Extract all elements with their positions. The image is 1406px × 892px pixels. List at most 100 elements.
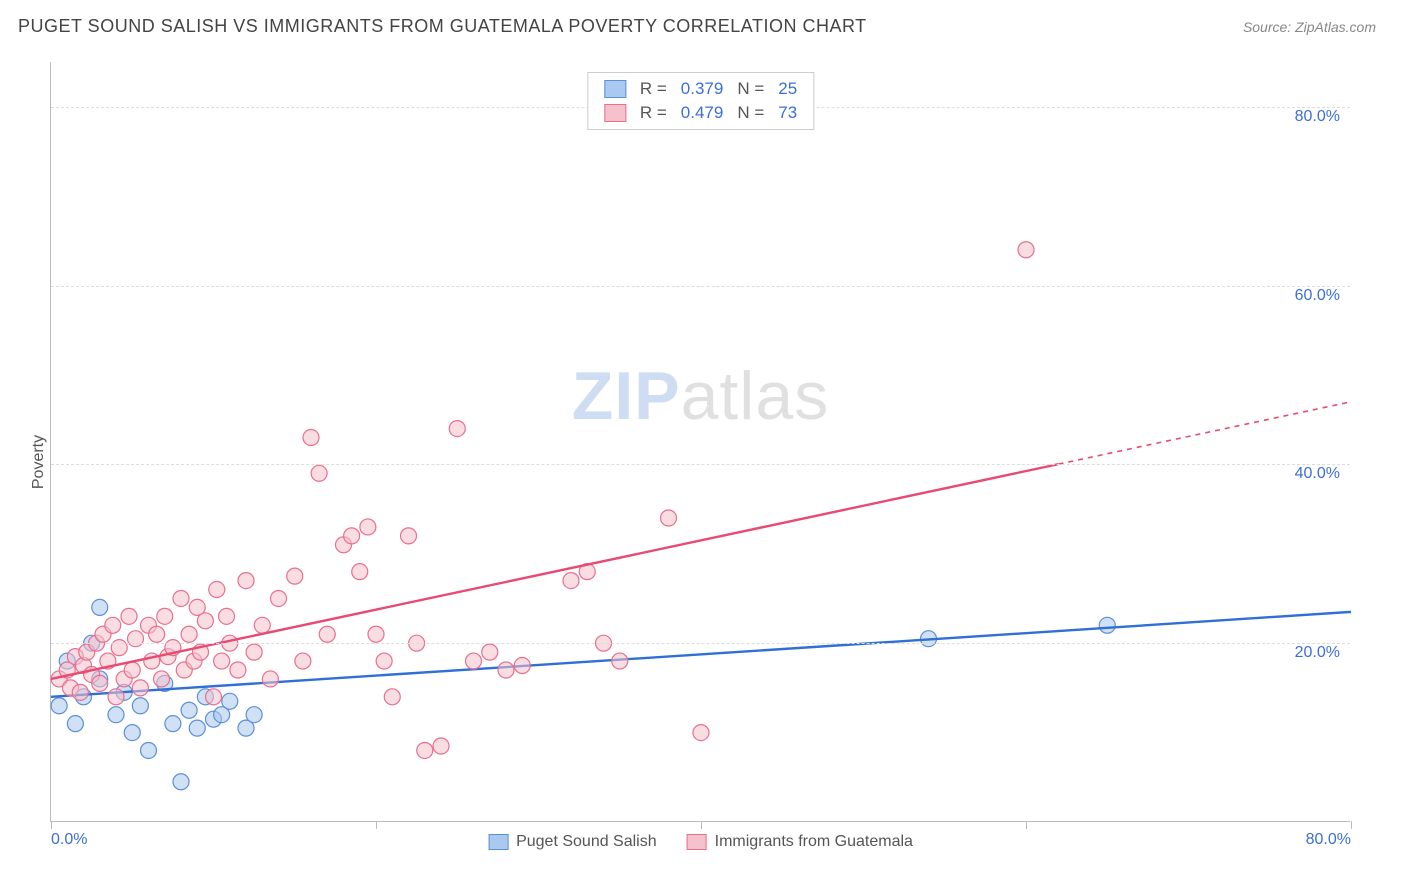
r-value: 0.479 [681, 103, 724, 123]
scatter-point [124, 662, 140, 678]
scatter-point [181, 702, 197, 718]
scatter-point [514, 658, 530, 674]
y-tick-label: 20.0% [1295, 644, 1340, 662]
legend-swatch [488, 834, 508, 850]
n-label: N = [737, 103, 764, 123]
r-label: R = [640, 79, 667, 99]
scatter-point [72, 684, 88, 700]
scatter-point [262, 671, 278, 687]
scatter-point [181, 626, 197, 642]
scatter-point [295, 653, 311, 669]
scatter-point [254, 617, 270, 633]
scatter-point [1099, 617, 1115, 633]
x-tick [51, 821, 52, 829]
scatter-point [219, 608, 235, 624]
scatter-point [105, 617, 121, 633]
chart-header: PUGET SOUND SALISH VS IMMIGRANTS FROM GU… [0, 0, 1406, 47]
scatter-point [92, 675, 108, 691]
scatter-point [92, 599, 108, 615]
n-value: 73 [778, 103, 797, 123]
gridline [51, 286, 1350, 287]
scatter-point [433, 738, 449, 754]
scatter-point [482, 644, 498, 660]
n-value: 25 [778, 79, 797, 99]
x-tick [376, 821, 377, 829]
scatter-point [128, 631, 144, 647]
legend-label: Puget Sound Salish [516, 833, 657, 851]
y-tick-label: 40.0% [1295, 465, 1340, 483]
scatter-point [1018, 242, 1034, 258]
chart-title: PUGET SOUND SALISH VS IMMIGRANTS FROM GU… [18, 16, 867, 37]
scatter-point [206, 689, 222, 705]
trend-line [51, 464, 1059, 679]
legend-swatch [604, 104, 626, 122]
r-label: R = [640, 103, 667, 123]
scatter-point [303, 430, 319, 446]
trend-line-dashed [1059, 402, 1352, 464]
legend-swatch [604, 80, 626, 98]
gridline [51, 464, 1350, 465]
scatter-point [238, 573, 254, 589]
n-label: N = [737, 79, 764, 99]
scatter-point [121, 608, 137, 624]
x-tick [701, 821, 702, 829]
legend-label: Immigrants from Guatemala [715, 833, 913, 851]
scatter-point [661, 510, 677, 526]
scatter-point [384, 689, 400, 705]
scatter-point [51, 698, 67, 714]
scatter-point [271, 590, 287, 606]
scatter-point [449, 421, 465, 437]
legend-stats-row: R = 0.379 N = 25 [588, 77, 813, 101]
scatter-point [344, 528, 360, 544]
scatter-point [498, 662, 514, 678]
x-tick-label: 80.0% [1306, 831, 1351, 849]
scatter-point [368, 626, 384, 642]
scatter-point [287, 568, 303, 584]
scatter-point [197, 613, 213, 629]
y-tick-label: 60.0% [1295, 287, 1340, 305]
legend-stats-row: R = 0.479 N = 73 [588, 101, 813, 125]
scatter-point [111, 640, 127, 656]
y-tick-label: 80.0% [1295, 108, 1340, 126]
x-tick [1351, 821, 1352, 829]
scatter-point [246, 707, 262, 723]
legend-item: Puget Sound Salish [488, 833, 657, 851]
scatter-point [173, 774, 189, 790]
scatter-point [165, 716, 181, 732]
scatter-point [189, 720, 205, 736]
scatter-point [417, 742, 433, 758]
x-tick [1026, 821, 1027, 829]
scatter-point [319, 626, 335, 642]
scatter-point [132, 680, 148, 696]
scatter-point [311, 465, 327, 481]
gridline [51, 643, 1350, 644]
scatter-point [693, 725, 709, 741]
scatter-point [214, 653, 230, 669]
r-value: 0.379 [681, 79, 724, 99]
y-axis-label: Poverty [30, 435, 48, 489]
scatter-point [246, 644, 262, 660]
scatter-point [230, 662, 246, 678]
legend-series: Puget Sound Salish Immigrants from Guatem… [488, 833, 913, 851]
scatter-point [209, 582, 225, 598]
plot-svg [51, 62, 1350, 821]
scatter-point [149, 626, 165, 642]
scatter-point [108, 707, 124, 723]
scatter-point [612, 653, 628, 669]
scatter-point [173, 590, 189, 606]
legend-stats: R = 0.379 N = 25 R = 0.479 N = 73 [587, 72, 814, 130]
scatter-point [376, 653, 392, 669]
scatter-point [222, 693, 238, 709]
scatter-point [360, 519, 376, 535]
plot-area: ZIPatlas R =0.379N =25R =0.479N =73 Puge… [50, 62, 1350, 822]
scatter-point [154, 671, 170, 687]
scatter-point [401, 528, 417, 544]
scatter-point [67, 716, 83, 732]
scatter-point [124, 725, 140, 741]
scatter-point [563, 573, 579, 589]
source-label: Source: ZipAtlas.com [1243, 19, 1376, 35]
scatter-point [157, 608, 173, 624]
x-tick-label: 0.0% [51, 831, 87, 849]
scatter-point [466, 653, 482, 669]
scatter-point [352, 564, 368, 580]
